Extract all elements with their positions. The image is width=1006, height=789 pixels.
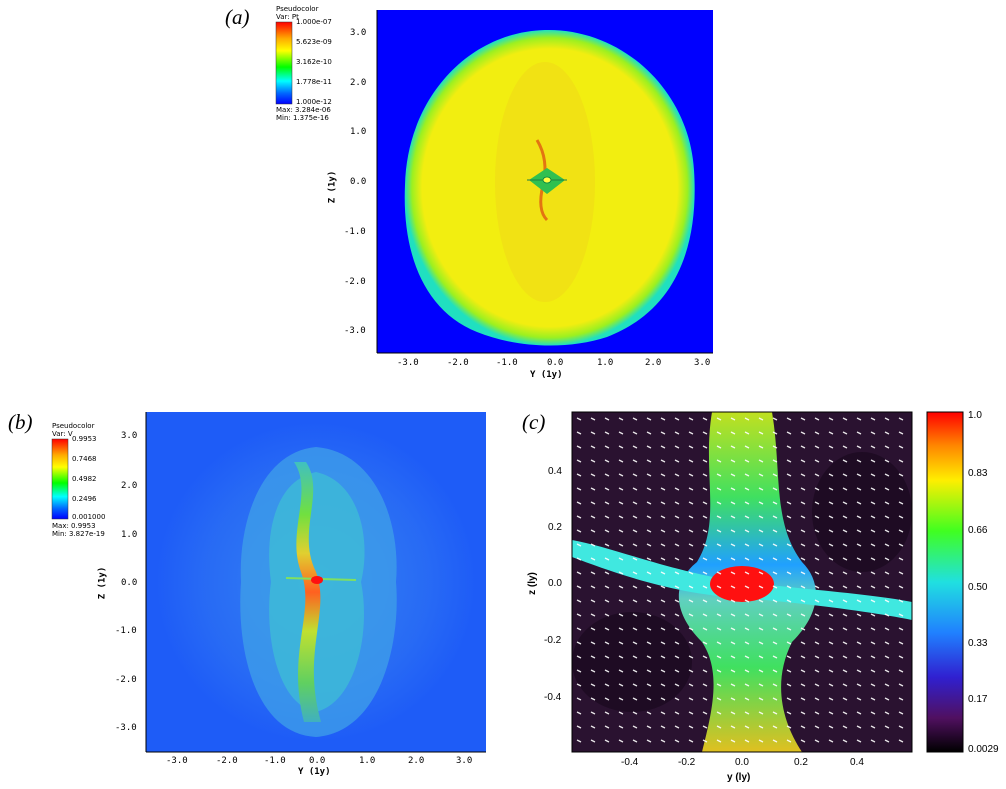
panel-a-cb-label-3: 3.162e-10: [296, 58, 332, 66]
panel-a-ytick-5: -1.0: [344, 227, 366, 237]
panel-b-cb-label-3: 0.4982: [72, 475, 97, 483]
panel-a-ytick-3: 1.0: [350, 127, 367, 137]
panel-a-xtick-4: 0.0: [547, 358, 564, 368]
panel-c-label: (c): [522, 410, 546, 434]
panel-b-xtick-1: -3.0: [166, 756, 188, 766]
panel-c-cb-label-1: 1.0: [968, 410, 982, 421]
panel-a-xtick-6: 2.0: [645, 358, 662, 368]
panel-b-xtick-6: 2.0: [408, 756, 425, 766]
panel-b-xtick-5: 1.0: [359, 756, 376, 766]
panel-c-colorbar: [926, 411, 964, 753]
panel-a-xtick-3: -1.0: [496, 358, 518, 368]
panel-c-cb-label-7: 0.0029: [968, 744, 999, 755]
panel-c-ytick-3: 0.0: [548, 578, 562, 589]
panel-b-ytick-5: -1.0: [115, 626, 137, 636]
panel-b-legend-title: Pseudocolor: [52, 422, 95, 430]
panel-a-cb-label-4: 1.778e-11: [296, 78, 332, 86]
panel-a-max: Max: 3.284e-06: [276, 106, 331, 114]
panel-b-ytick-2: 2.0: [121, 481, 138, 491]
panel-a-min: Min: 1.375e-16: [276, 114, 329, 122]
panel-c-xlabel: y (ly): [727, 772, 751, 783]
panel-b-xtick-4: 0.0: [309, 756, 326, 766]
panel-c-ytick-4: -0.2: [544, 635, 562, 646]
panel-a-label: (a): [225, 5, 250, 29]
panel-b-min: Min: 3.827e-19: [52, 530, 105, 538]
panel-a-ylabel: Z (1y): [327, 170, 338, 204]
panel-c-cb-label-2: 0.83: [968, 468, 988, 479]
panel-b-ytick-6: -2.0: [115, 675, 137, 685]
panel-b-ytick-7: -3.0: [115, 723, 137, 733]
panel-c-ylabel: z (ly): [526, 572, 538, 595]
panel-c-cb-label-3: 0.66: [968, 525, 988, 536]
panel-b-cb-label-1: 0.9953: [72, 435, 97, 443]
panel-b-ylabel: Z (1y): [97, 566, 108, 600]
panel-c-xtick-3: 0.0: [735, 757, 749, 768]
panel-a-xtick-2: -2.0: [447, 358, 469, 368]
panel-b-max: Max: 0.9953: [52, 522, 96, 530]
panel-c-cb-label-4: 0.50: [968, 582, 988, 593]
panel-c-xtick-5: 0.4: [850, 757, 864, 768]
panel-a-ytick-1: 3.0: [350, 28, 367, 38]
panel-b-cb-label-2: 0.7468: [72, 455, 97, 463]
panel-b-jet: [294, 462, 321, 722]
panel-b-cb-label-4: 0.2496: [72, 495, 97, 503]
panel-b-label: (b): [8, 410, 33, 434]
panel-b-core: [311, 576, 323, 584]
panel-c-ytick-2: 0.2: [548, 522, 562, 533]
panel-b-plot: [145, 412, 486, 753]
panel-b-xtick-3: -1.0: [264, 756, 286, 766]
panel-b-xtick-7: 3.0: [456, 756, 473, 766]
panel-a-xtick-5: 1.0: [597, 358, 614, 368]
panel-b-colorbar: [51, 438, 69, 520]
panel-b-legend-var: Var: V: [52, 430, 73, 438]
panel-a-ytick-7: -3.0: [344, 326, 366, 336]
panel-a-cb-label-1: 1.000e-07: [296, 18, 332, 26]
panel-a-xlabel: Y (1y): [530, 370, 563, 380]
panel-a-xtick-1: -3.0: [397, 358, 419, 368]
panel-a-legend-title: Pseudocolor: [276, 5, 319, 13]
panel-a-ytick-6: -2.0: [344, 277, 366, 287]
panel-a-cb-label-5: 1.000e-12: [296, 98, 332, 106]
panel-b-ytick-3: 1.0: [121, 530, 138, 540]
panel-b-cb-label-5: 0.001000: [72, 513, 106, 521]
panel-c-cb-label-6: 0.17: [968, 694, 988, 705]
panel-c-xtick-4: 0.2: [794, 757, 808, 768]
panel-c-plot: [571, 411, 913, 753]
panel-b-ytick-1: 3.0: [121, 431, 138, 441]
panel-b-xlabel: Y (1y): [298, 767, 331, 777]
panel-a-cb-label-2: 5.623e-09: [296, 38, 332, 46]
panel-c-xtick-2: -0.2: [678, 757, 696, 768]
panel-a-legend-var: Var: Pt: [276, 13, 299, 21]
panel-a-colorbar: [275, 21, 293, 105]
panel-a-ytick-2: 2.0: [350, 78, 367, 88]
panel-b-xtick-2: -2.0: [216, 756, 238, 766]
panel-a-plot: [376, 10, 713, 354]
panel-c-ytick-1: 0.4: [548, 466, 562, 477]
panel-b-ytick-4: 0.0: [121, 578, 138, 588]
panel-c-ytick-5: -0.4: [544, 692, 562, 703]
panel-c-cb-label-5: 0.33: [968, 638, 988, 649]
panel-c-xtick-1: -0.4: [621, 757, 639, 768]
panel-a-xtick-7: 3.0: [694, 358, 711, 368]
panel-a-ytick-4: 0.0: [350, 177, 367, 187]
